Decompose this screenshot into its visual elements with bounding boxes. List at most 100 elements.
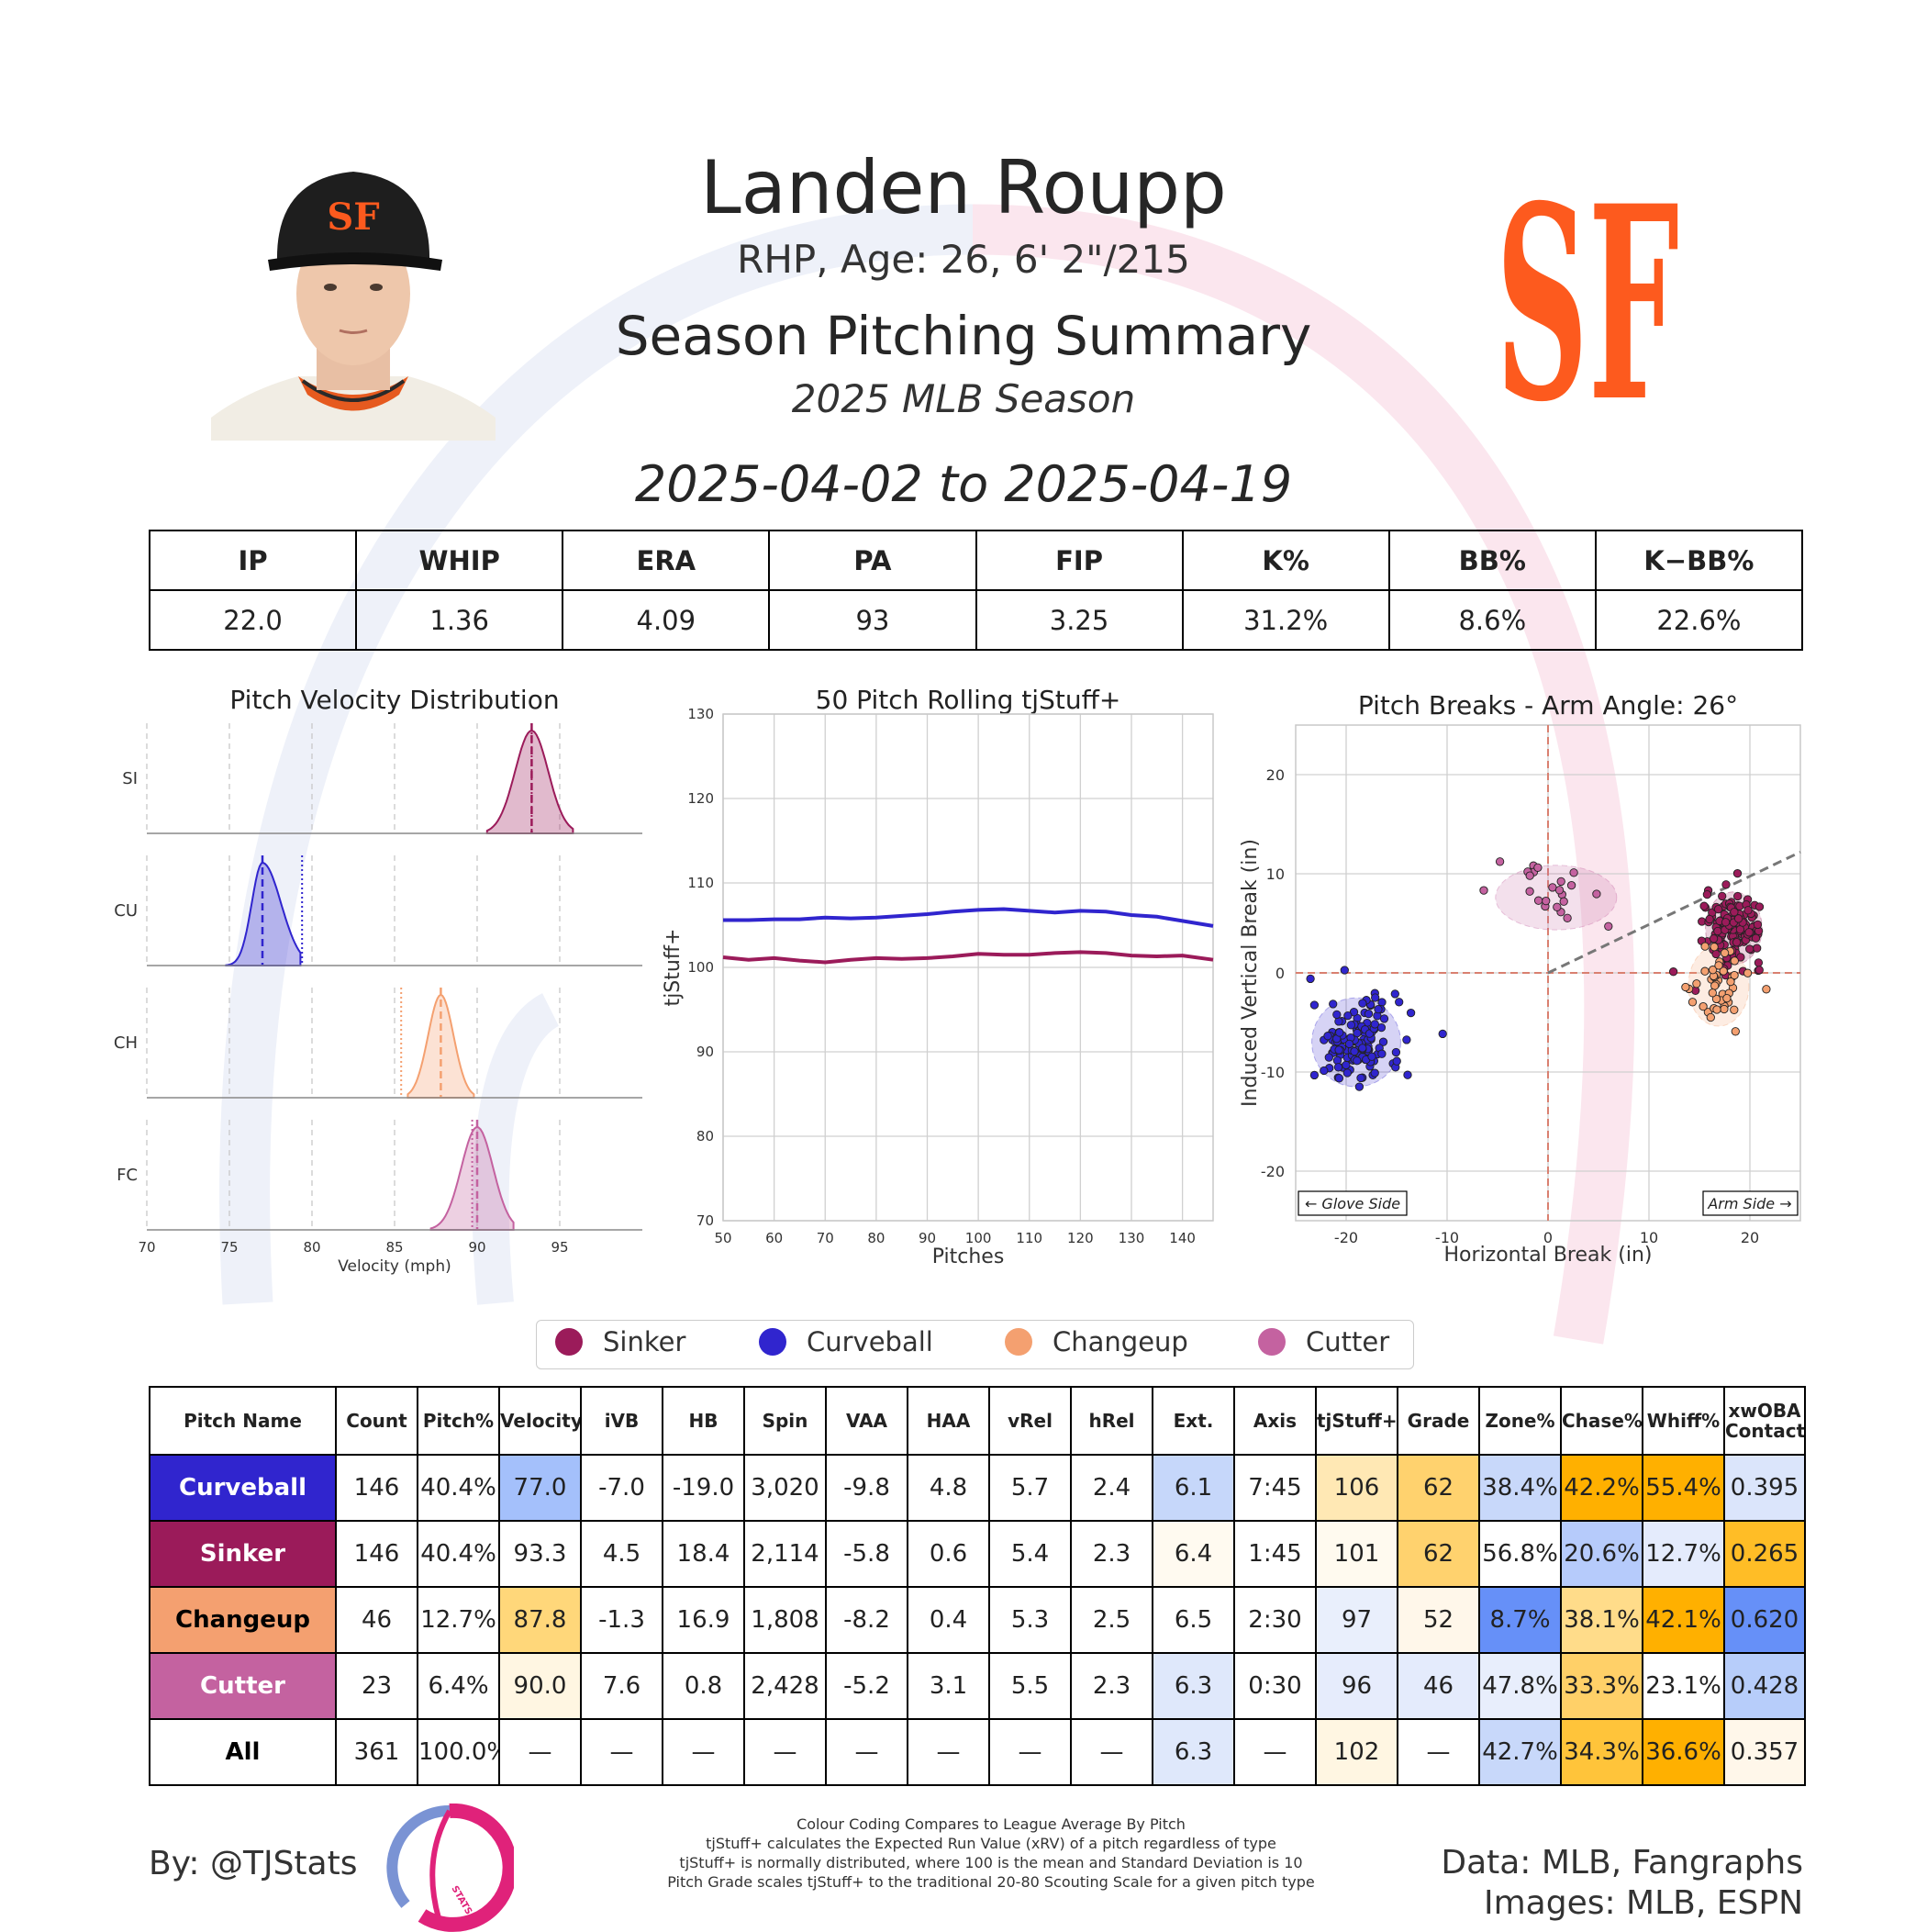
table-header: Chase% <box>1560 1386 1643 1456</box>
table-cell: 6.3 <box>1152 1652 1235 1720</box>
table-cell: 2,428 <box>743 1652 827 1720</box>
pitch-point-changeup <box>1719 966 1728 976</box>
svg-text:SF: SF <box>1496 163 1679 439</box>
pitch-point-curveball <box>1391 1047 1401 1057</box>
pitch-point-curveball <box>1356 1073 1365 1083</box>
pitch-point-curveball <box>1353 1056 1362 1066</box>
giants-logo: SF <box>1496 163 1679 439</box>
pitch-point-curveball <box>1370 1020 1379 1029</box>
pitch-point-sinker <box>1732 868 1743 878</box>
x-tick-label: 100 <box>965 1230 992 1246</box>
pitch-point-curveball <box>1358 999 1367 1008</box>
author-credit: By: @TJStats <box>149 1845 358 1882</box>
table-cell: — <box>907 1718 990 1786</box>
note-line: Colour Coding Compares to League Average… <box>796 1815 1186 1833</box>
table-cell: 40.4% <box>417 1454 500 1522</box>
pitch-point-cutter <box>1569 868 1578 877</box>
pitch-point-curveball <box>1395 998 1404 1007</box>
pitch-point-curveball <box>1306 974 1315 984</box>
table-header: HAA <box>907 1386 990 1456</box>
row-label: SI <box>122 769 138 788</box>
pitch-point-changeup <box>1722 993 1732 1003</box>
tjstats-logo: STATS <box>386 1804 514 1932</box>
pitch-point-sinker <box>1733 914 1743 923</box>
pitch-point-curveball <box>1340 966 1349 975</box>
table-cell: — <box>1233 1718 1317 1786</box>
pitch-point-cutter <box>1542 896 1551 906</box>
table-header: xwOBA Contact <box>1723 1386 1806 1456</box>
table-cell: 4.8 <box>907 1454 990 1522</box>
series-line-sinker <box>722 950 1214 965</box>
pitch-point-changeup <box>1708 988 1717 998</box>
row-label: CH <box>114 1033 138 1053</box>
table-row: Curveball 146 40.4% 77.0 -7.0 -19.0 3,020 -9.8 4… <box>149 1454 1806 1522</box>
chart-title: Pitch Breaks - Arm Angle: 26° <box>1358 690 1738 720</box>
chart-title: 50 Pitch Rolling tjStuff+ <box>816 685 1121 715</box>
legend-item-cutter: Cutter <box>1258 1326 1389 1357</box>
table-cell: 2.3 <box>1070 1652 1153 1720</box>
x-tick-label: 10 <box>1640 1229 1658 1246</box>
y-tick-label: 90 <box>696 1044 714 1060</box>
table-cell: 100.0% <box>417 1718 500 1786</box>
season-stats-table: IP WHIP ERA PA FIP K% BB% K−BB% 22.0 1.3… <box>148 530 1804 651</box>
pitch-point-curveball <box>1309 1070 1320 1080</box>
x-tick-label: 70 <box>138 1239 155 1256</box>
table-cell: 40.4% <box>417 1520 500 1588</box>
pitch-point-curveball <box>1333 1063 1343 1072</box>
table-header: Whiff% <box>1642 1386 1725 1456</box>
cluster-ellipse-cutter <box>1495 865 1618 931</box>
table-row: All361100.0%————————6.3—102—42.7%34.3%36… <box>149 1718 1806 1786</box>
table-cell: -5.2 <box>825 1652 908 1720</box>
table-cell: -7.0 <box>580 1454 663 1522</box>
table-header: Spin <box>743 1386 827 1456</box>
table-header: HB <box>662 1386 745 1456</box>
stat-header: WHIP <box>355 530 564 591</box>
table-cell: 87.8 <box>498 1586 582 1654</box>
table-cell: 62 <box>1397 1520 1480 1588</box>
pitch-point-sinker <box>1751 933 1761 943</box>
legend-label: Curveball <box>807 1326 933 1357</box>
pitch-point-changeup <box>1688 998 1698 1007</box>
table-cell: — <box>743 1718 827 1786</box>
table-cell: -5.8 <box>825 1520 908 1588</box>
y-tick-label: -10 <box>1261 1064 1285 1081</box>
table-cell: 2:30 <box>1233 1586 1317 1654</box>
table-cell: 4.5 <box>580 1520 663 1588</box>
pitch-point-sinker <box>1713 926 1722 936</box>
pitch-point-changeup <box>1692 979 1701 988</box>
pitch-point-sinker <box>1702 889 1712 899</box>
plot-frame <box>722 713 1214 1222</box>
table-cell: 42.7% <box>1478 1718 1562 1786</box>
stat-value: 31.2% <box>1181 589 1390 651</box>
pitch-name-cell: Curveball <box>149 1454 337 1522</box>
pitch-name-cell: Changeup <box>149 1586 337 1654</box>
table-cell: 5.3 <box>988 1586 1072 1654</box>
x-axis-label: Horizontal Break (in) <box>1444 1244 1653 1267</box>
svg-text:SF: SF <box>327 195 379 239</box>
pitch-point-sinker <box>1668 967 1678 977</box>
footer-notes: Colour Coding Compares to League Average… <box>606 1815 1376 1892</box>
pitch-point-changeup <box>1699 1001 1708 1011</box>
pitch-point-changeup <box>1681 982 1690 992</box>
table-cell: 8.7% <box>1478 1586 1562 1654</box>
table-row: Cutter 23 6.4% 90.0 7.6 0.8 2,428 -5.2 3.1 5.5 2.3… <box>149 1652 1806 1720</box>
x-tick-label: 80 <box>303 1239 320 1256</box>
pitch-point-changeup <box>1720 948 1730 957</box>
chart-title: Pitch Velocity Distribution <box>229 685 559 715</box>
x-tick-label: 130 <box>1119 1230 1145 1246</box>
table-header: Velocity <box>498 1386 582 1456</box>
y-tick-label: 130 <box>687 706 714 722</box>
pitch-point-sinker <box>1735 925 1745 934</box>
table-cell: — <box>988 1718 1072 1786</box>
table-cell: 34.3% <box>1560 1718 1643 1786</box>
table-cell: 5.4 <box>988 1520 1072 1588</box>
table-header: hRel <box>1070 1386 1153 1456</box>
pitch-point-changeup <box>1711 994 1721 1004</box>
legend-label: Changeup <box>1053 1326 1188 1357</box>
pitch-point-sinker <box>1753 920 1763 930</box>
pitch-point-changeup <box>1706 1012 1715 1022</box>
table-cell: 6.4% <box>417 1652 500 1720</box>
pitch-point-curveball <box>1324 1053 1333 1062</box>
table-cell: 0.6 <box>907 1520 990 1588</box>
legend-label: Cutter <box>1306 1326 1390 1357</box>
